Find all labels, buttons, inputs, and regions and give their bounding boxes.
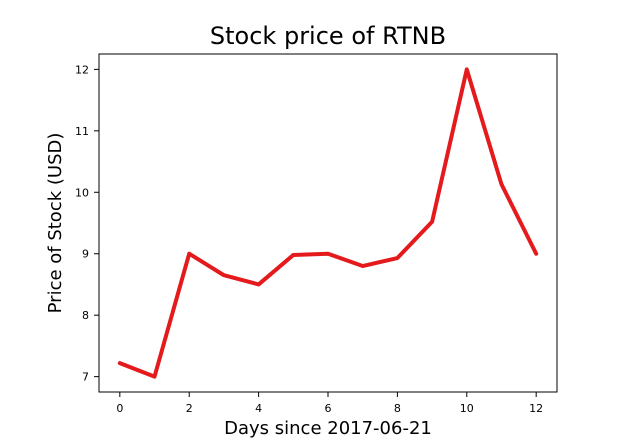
y-axis-ticks: 7 8 9 10 11 12 [75,63,99,384]
x-tick-label: 8 [394,402,401,415]
y-tick-label: 9 [82,248,89,261]
y-tick-label: 10 [75,186,89,199]
y-tick-label: 11 [75,125,89,138]
x-tick-label: 10 [460,402,474,415]
plot-frame [98,53,558,393]
x-axis-label: Days since 2017-06-21 [224,418,432,439]
x-tick-label: 4 [255,402,262,415]
y-tick-label: 8 [82,309,89,322]
x-axis-ticks: 0 2 4 6 8 10 12 [116,392,543,415]
x-tick-label: 2 [186,402,193,415]
x-tick-label: 6 [325,402,332,415]
x-tick-label: 12 [529,402,543,415]
y-tick-label: 7 [82,371,89,384]
y-tick-label: 12 [75,63,89,76]
x-tick-label: 0 [116,402,123,415]
y-axis-label: Price of Stock (USD) [45,133,66,314]
chart-title: Stock price of RTNB [210,22,446,50]
series-line-rtnb [117,67,539,379]
